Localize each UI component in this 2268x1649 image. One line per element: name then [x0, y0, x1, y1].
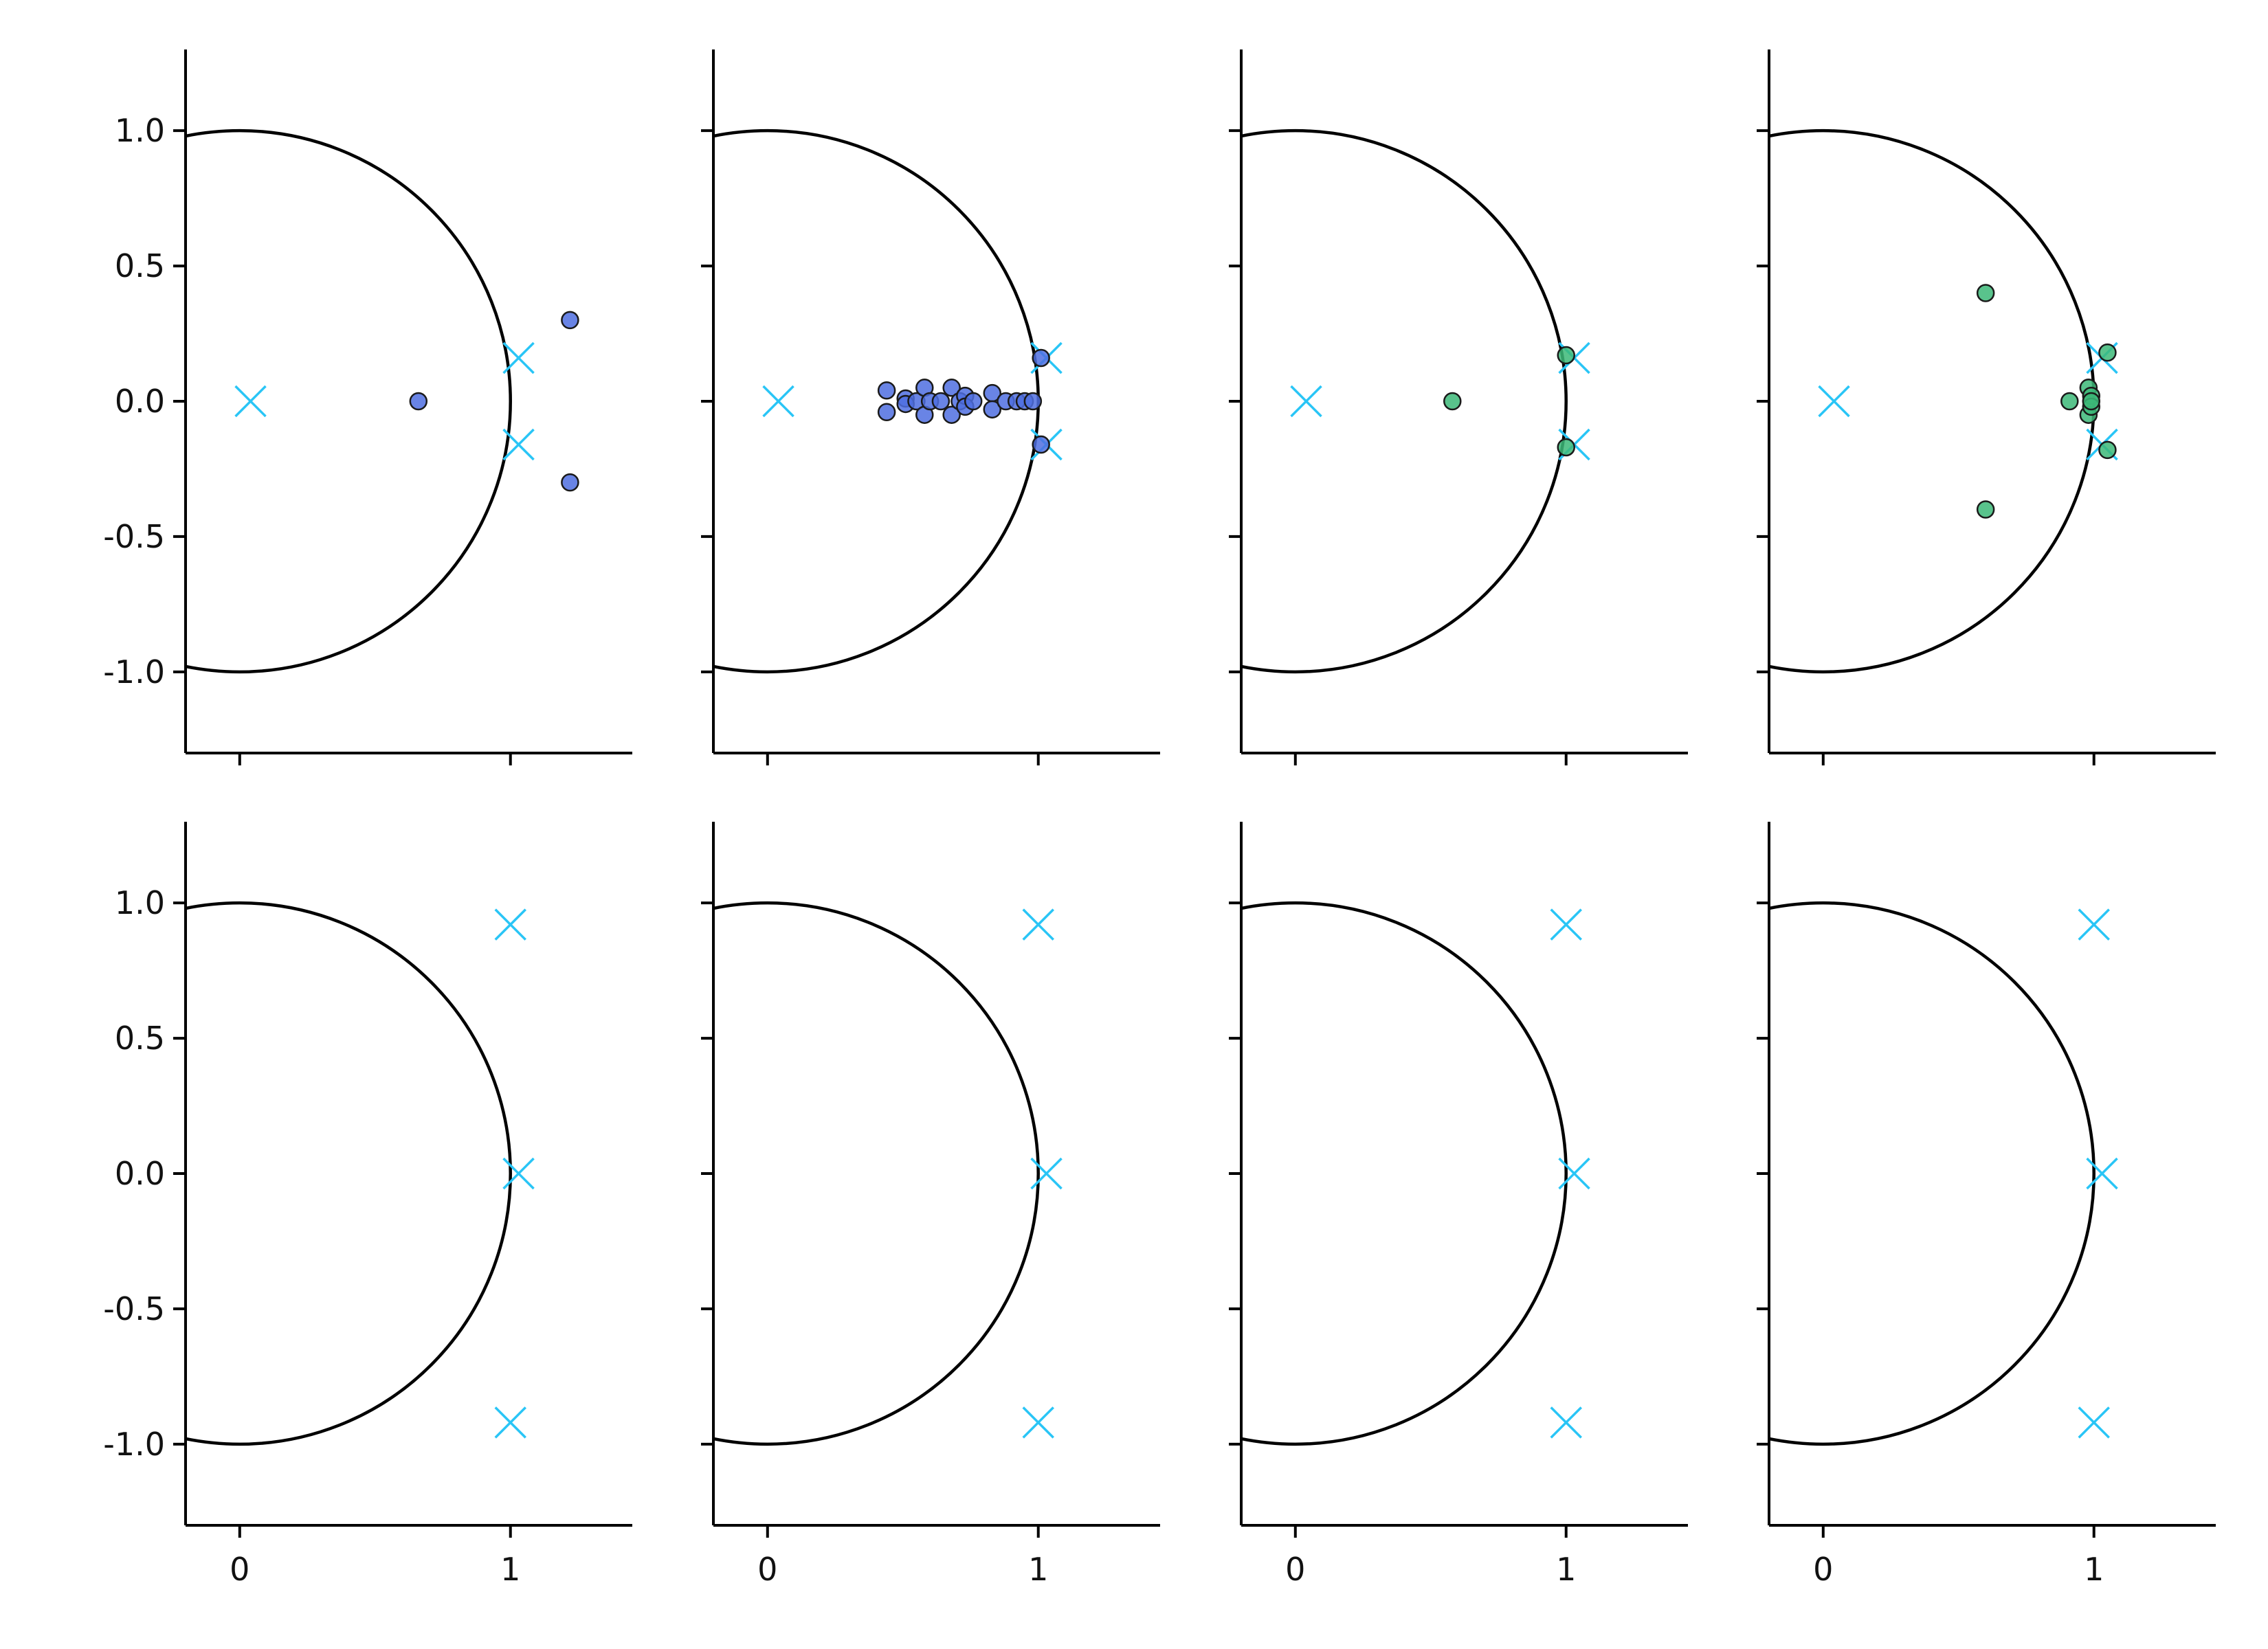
x-marker	[1558, 1157, 1590, 1190]
scatter-point	[1023, 392, 1043, 411]
x-marker	[502, 341, 535, 374]
scatter-point	[877, 403, 896, 422]
x-marker-stroke	[1022, 1406, 1054, 1439]
x-marker	[1550, 908, 1582, 941]
unit-circle	[186, 129, 512, 673]
scatter-point	[942, 379, 961, 397]
x-marker-stroke	[2086, 1157, 2118, 1190]
x-tick-label: 1	[1556, 1551, 1576, 1588]
x-marker	[1022, 908, 1054, 941]
subplot-0-0: 1.0 0.5 0.0 -0.5 -1.0	[103, 49, 632, 765]
x-marker	[1290, 385, 1322, 418]
x-marker	[1022, 1406, 1054, 1439]
scatter-point	[2060, 392, 2079, 411]
x-marker-stroke	[494, 1406, 526, 1439]
unit-circle	[1769, 129, 2095, 673]
y-tick-label: 1.0	[115, 112, 165, 149]
x-marker	[1818, 385, 1850, 418]
y-tick-label: 0.5	[115, 247, 165, 284]
scatter-point	[877, 381, 896, 400]
x-marker-stroke	[1550, 908, 1582, 941]
x-tick-label: 1	[500, 1551, 520, 1588]
subplot-0-2	[1229, 49, 1688, 765]
scatter-point	[1443, 392, 1462, 411]
x-marker-stroke	[494, 908, 526, 941]
scatter-point	[2082, 392, 2101, 411]
scatter-point	[942, 405, 961, 424]
subplot-1-0: 1.0 0.5 0.0 -0.5 -1.0 0 1	[103, 822, 632, 1588]
scatter-point	[1032, 435, 1050, 454]
x-marker	[2078, 1406, 2110, 1439]
scatter-point	[931, 392, 950, 411]
x-tick-label: 1	[2084, 1551, 2104, 1588]
scatter-point	[983, 400, 1002, 419]
x-marker-stroke	[1290, 385, 1322, 418]
y-tick-label: -0.5	[103, 518, 165, 555]
scatter-point	[2098, 440, 2117, 460]
x-marker-stroke	[1558, 1157, 1590, 1190]
scatter-point	[1032, 348, 1050, 368]
scatter-point	[561, 473, 579, 492]
x-marker	[494, 908, 526, 941]
y-tick-label: -1.0	[103, 1426, 165, 1463]
x-marker-stroke	[2078, 908, 2110, 941]
unit-circle	[1241, 129, 1568, 673]
unit-circle	[1769, 901, 2095, 1446]
scatter-point	[409, 392, 428, 411]
unit-circle	[186, 901, 512, 1446]
x-marker-stroke	[1550, 1406, 1582, 1439]
scatter-point	[1976, 284, 1995, 302]
x-marker	[2086, 1157, 2118, 1190]
x-tick-label: 0	[230, 1551, 249, 1588]
x-marker	[2078, 908, 2110, 941]
y-tick-label: -0.5	[103, 1290, 165, 1327]
x-marker	[234, 385, 267, 418]
x-marker	[502, 1157, 535, 1190]
x-marker-stroke	[234, 385, 267, 418]
subplot-0-1	[701, 49, 1160, 765]
x-marker-stroke	[502, 428, 535, 461]
unit-circle	[1241, 901, 1568, 1446]
scatter-point	[561, 311, 579, 330]
x-marker-stroke	[502, 341, 535, 374]
scatter-point	[1557, 438, 1575, 457]
scatter-point	[964, 392, 983, 411]
x-marker-stroke	[1818, 385, 1850, 418]
unit-circle	[713, 901, 1040, 1446]
y-tick-label: 0.0	[115, 1155, 165, 1192]
scatter-point	[2098, 343, 2117, 362]
x-marker-stroke	[502, 1157, 535, 1190]
y-tick-label: 0.5	[115, 1020, 165, 1057]
y-tick-label: 1.0	[115, 884, 165, 921]
subplot-0-3	[1757, 49, 2216, 765]
x-marker	[1030, 1157, 1063, 1190]
x-marker	[494, 1406, 526, 1439]
x-tick-label: 0	[1813, 1551, 1833, 1588]
x-marker-stroke	[1022, 908, 1054, 941]
scatter-point	[1557, 346, 1575, 365]
x-marker	[502, 428, 535, 461]
y-tick-label: 0.0	[115, 383, 165, 420]
x-tick-label: 0	[757, 1551, 777, 1588]
x-marker-stroke	[1030, 1157, 1063, 1190]
x-marker	[1550, 1406, 1582, 1439]
y-tick-label: -1.0	[103, 653, 165, 691]
scatter-point	[1976, 500, 1995, 519]
x-marker-stroke	[2078, 1406, 2110, 1439]
x-marker	[762, 385, 794, 418]
x-tick-label: 1	[1028, 1551, 1048, 1588]
x-marker-stroke	[762, 385, 794, 418]
x-tick-label: 0	[1285, 1551, 1305, 1588]
